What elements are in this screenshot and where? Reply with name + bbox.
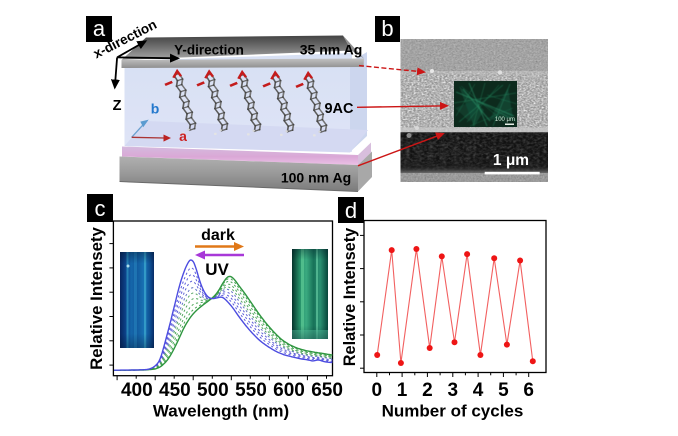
svg-text:100 nm Ag: 100 nm Ag [281,170,351,186]
svg-text:450: 450 [159,380,191,401]
svg-text:dark: dark [201,227,235,244]
svg-text:b: b [381,16,393,41]
svg-text:Y-direction: Y-direction [174,43,244,58]
svg-text:c: c [95,196,106,221]
svg-text:b: b [151,101,160,117]
svg-text:1: 1 [397,380,408,401]
svg-text:600: 600 [273,380,305,401]
svg-text:4: 4 [473,380,484,401]
svg-text:400: 400 [121,380,153,401]
svg-text:Z: Z [113,98,122,114]
svg-text:100 μm: 100 μm [495,117,515,123]
svg-text:3: 3 [448,380,459,401]
svg-text:0: 0 [372,380,383,401]
svg-text:Relative Intensety: Relative Intensety [341,228,359,366]
svg-text:UV: UV [205,260,229,279]
svg-text:5: 5 [498,380,509,401]
svg-text:650: 650 [311,380,343,401]
svg-text:a: a [93,16,106,41]
svg-text:1 μm: 1 μm [493,152,529,169]
svg-text:550: 550 [235,380,267,401]
svg-text:35 nm Ag: 35 nm Ag [300,42,363,58]
svg-text:Relative Intensety: Relative Intensety [87,226,106,369]
svg-text:6: 6 [523,380,534,401]
svg-text:2: 2 [422,380,433,401]
svg-text:Number of cycles: Number of cycles [382,402,524,421]
svg-text:a: a [179,128,187,144]
svg-text:9AC: 9AC [324,101,354,117]
svg-text:Wavelength (nm): Wavelength (nm) [153,402,289,421]
svg-text:d: d [345,198,357,223]
svg-text:500: 500 [197,380,229,401]
